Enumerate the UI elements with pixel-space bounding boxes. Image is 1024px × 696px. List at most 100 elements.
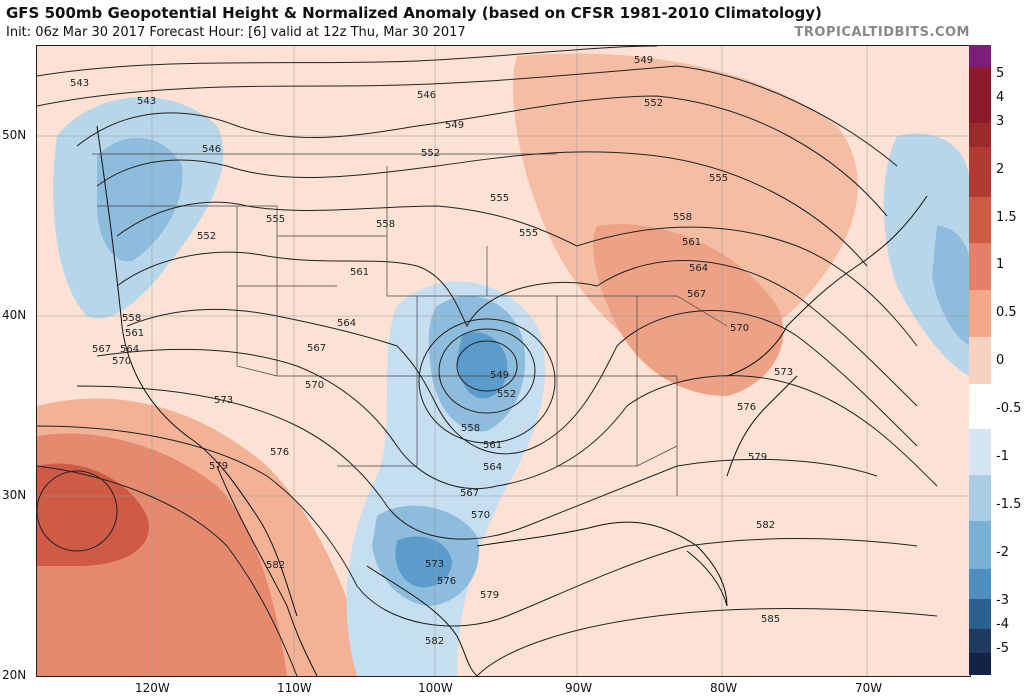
cool-anomaly-texas-core xyxy=(395,536,452,588)
colorbar-swatch xyxy=(969,599,991,629)
cool-anomaly-northwest-core xyxy=(97,137,183,262)
colorbar-swatch xyxy=(969,521,991,569)
contour-label: 573 xyxy=(425,559,444,570)
longitude-label: 100W xyxy=(418,681,453,695)
colorbar-label: 5 xyxy=(996,66,1005,81)
colorbar-swatch xyxy=(969,337,991,384)
latitude-label: 30N xyxy=(2,488,27,502)
contour-label: 549 xyxy=(445,120,464,131)
colorbar-label: -5 xyxy=(996,641,1009,656)
contour-label: 564 xyxy=(689,263,708,274)
warm-anomaly-ohio-valley xyxy=(593,224,784,396)
longitude-label: 120W xyxy=(135,681,170,695)
colorbar-label: -3 xyxy=(996,593,1009,608)
colorbar-swatch xyxy=(969,147,991,197)
colorbar-swatch xyxy=(969,243,991,290)
colorbar-swatch xyxy=(969,384,991,429)
colorbar-swatch xyxy=(969,475,991,521)
contour-label: 561 xyxy=(125,328,144,339)
contour-label: 582 xyxy=(266,560,285,571)
colorbar-swatch xyxy=(969,67,991,123)
colorbar-label: -1 xyxy=(996,449,1009,464)
contour-label: 570 xyxy=(471,510,490,521)
contour-label: 555 xyxy=(709,173,728,184)
contour-label: 546 xyxy=(202,144,221,155)
longitude-label: 70W xyxy=(855,681,883,695)
map-subtitle: Init: 06z Mar 30 2017 Forecast Hour: [6]… xyxy=(6,25,466,40)
contour-label: 558 xyxy=(122,313,141,324)
contour-label: 564 xyxy=(483,462,502,473)
contour-label: 570 xyxy=(305,380,324,391)
colorbar-swatch xyxy=(969,653,991,675)
contour-label: 579 xyxy=(748,452,767,463)
latitude-label: 40N xyxy=(2,308,27,322)
map-canvas: 543 543 546 546 549 549 552 552 552 555 … xyxy=(37,46,970,676)
contour-label: 570 xyxy=(112,356,131,367)
latitude-label: 50N xyxy=(2,128,27,142)
colorbar-label: -1.5 xyxy=(996,497,1022,512)
contour-label: 573 xyxy=(774,367,793,378)
colorbar-label: 1 xyxy=(996,257,1005,272)
contour-label: 576 xyxy=(270,447,289,458)
contour-label: 567 xyxy=(687,289,706,300)
latitude-label: 20N xyxy=(2,668,27,682)
height-contours xyxy=(37,46,938,676)
colorbar-swatch xyxy=(969,429,991,475)
map-panel: 543 543 546 546 549 549 552 552 552 555 … xyxy=(36,45,971,677)
contour-labels: 543 543 546 546 549 549 552 552 552 555 … xyxy=(70,55,793,647)
contour-label: 579 xyxy=(209,461,228,472)
colorbar-label: -2 xyxy=(996,545,1009,560)
colorbar-swatch xyxy=(969,123,991,147)
contour-label: 570 xyxy=(730,323,749,334)
contour-label: 543 xyxy=(70,78,89,89)
colorbar-swatch xyxy=(969,290,991,337)
contour-label: 549 xyxy=(490,370,509,381)
colorbar-swatch xyxy=(969,45,991,67)
contour-label: 573 xyxy=(214,395,233,406)
contour-label: 567 xyxy=(460,488,479,499)
contour-label: 558 xyxy=(461,423,480,434)
colorbar-label: 2 xyxy=(996,162,1005,177)
contour-label: 558 xyxy=(673,212,692,223)
warm-anomaly-pacific-core xyxy=(37,463,149,566)
graticule xyxy=(37,46,970,676)
contour-label: 555 xyxy=(266,214,285,225)
contour-label: 543 xyxy=(137,96,156,107)
colorbar-swatch xyxy=(969,197,991,243)
colorbar-swatch xyxy=(969,629,991,653)
contour-label: 549 xyxy=(634,55,653,66)
colorbar-label: 4 xyxy=(996,90,1005,105)
contour-label: 552 xyxy=(421,148,440,159)
longitude-label: 80W xyxy=(710,681,738,695)
contour-label: 576 xyxy=(437,576,456,587)
brand-watermark: TROPICALTIDBITS.COM xyxy=(794,25,970,40)
cool-anomaly-low-core xyxy=(457,332,508,399)
contour-label: 552 xyxy=(197,231,216,242)
contour-label: 564 xyxy=(337,318,356,329)
contour-label: 564 xyxy=(120,344,139,355)
contour-label: 579 xyxy=(480,590,499,601)
colorbar-label: -0.5 xyxy=(996,401,1022,416)
colorbar-label: 1.5 xyxy=(996,210,1017,225)
colorbar-label: 0 xyxy=(996,353,1005,368)
contour-label: 561 xyxy=(483,440,502,451)
contour-label: 561 xyxy=(350,267,369,278)
contour-label: 558 xyxy=(376,219,395,230)
contour-label: 567 xyxy=(92,344,111,355)
colorbar-label: -4 xyxy=(996,617,1009,632)
colorbar-swatch xyxy=(969,569,991,599)
map-title: GFS 500mb Geopotential Height & Normaliz… xyxy=(6,4,822,22)
contour-label: 582 xyxy=(425,636,444,647)
contour-label: 585 xyxy=(761,614,780,625)
contour-label: 552 xyxy=(644,98,663,109)
longitude-label: 110W xyxy=(277,681,312,695)
contour-label: 546 xyxy=(417,90,436,101)
contour-label: 576 xyxy=(737,402,756,413)
colorbar-label: 3 xyxy=(996,114,1005,129)
contour-label: 555 xyxy=(519,228,538,239)
state-borders xyxy=(92,153,728,496)
colorbar-label: 0.5 xyxy=(996,305,1017,320)
contour-label: 561 xyxy=(682,237,701,248)
coastlines xyxy=(96,125,928,676)
longitude-label: 90W xyxy=(565,681,593,695)
